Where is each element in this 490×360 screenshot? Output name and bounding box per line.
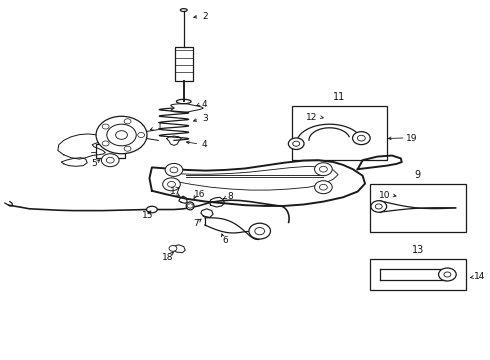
Text: 14: 14 (473, 271, 485, 281)
Bar (96, 144, 125, 158)
Circle shape (124, 119, 131, 124)
Text: 6: 6 (222, 236, 228, 245)
Text: 3: 3 (202, 114, 208, 123)
Text: 2: 2 (202, 12, 208, 21)
Text: 11: 11 (333, 92, 345, 102)
Circle shape (101, 154, 119, 167)
Circle shape (169, 246, 177, 251)
Ellipse shape (147, 206, 157, 213)
Circle shape (187, 204, 193, 208)
Text: 16: 16 (194, 190, 205, 199)
Circle shape (102, 141, 109, 146)
Circle shape (319, 184, 327, 190)
Circle shape (170, 167, 178, 173)
Circle shape (96, 116, 147, 154)
Ellipse shape (180, 9, 187, 12)
Bar (370, 184, 466, 232)
Circle shape (249, 223, 270, 239)
Text: 4: 4 (202, 100, 208, 109)
Text: 17: 17 (170, 187, 181, 196)
Circle shape (124, 146, 131, 151)
Text: 15: 15 (142, 211, 154, 220)
Circle shape (289, 138, 304, 149)
Text: 4: 4 (202, 140, 208, 149)
Bar (175, 47, 193, 81)
Circle shape (168, 181, 175, 187)
Text: 5: 5 (91, 159, 97, 168)
Circle shape (165, 163, 183, 176)
Circle shape (371, 201, 387, 212)
Text: 19: 19 (406, 134, 417, 143)
Text: 12: 12 (306, 113, 318, 122)
Circle shape (319, 166, 327, 172)
Circle shape (315, 181, 332, 194)
Bar (370, 259, 466, 290)
Text: 1: 1 (157, 122, 163, 131)
Ellipse shape (176, 99, 191, 104)
Text: 18: 18 (162, 253, 173, 262)
Circle shape (116, 131, 127, 139)
Ellipse shape (186, 202, 194, 210)
Circle shape (357, 135, 365, 141)
Circle shape (138, 132, 145, 138)
Text: 13: 13 (412, 245, 424, 255)
Circle shape (163, 178, 180, 191)
Circle shape (352, 132, 370, 145)
Circle shape (106, 157, 114, 163)
Circle shape (102, 124, 109, 129)
Text: 9: 9 (415, 170, 421, 180)
Circle shape (375, 204, 382, 209)
Text: 8: 8 (227, 192, 233, 201)
Circle shape (439, 268, 456, 281)
Circle shape (315, 163, 332, 176)
Text: 7: 7 (193, 220, 199, 229)
Circle shape (444, 272, 451, 277)
Text: 10: 10 (379, 191, 391, 199)
Circle shape (255, 228, 265, 235)
Circle shape (107, 124, 136, 146)
Circle shape (293, 141, 300, 146)
Bar (292, 106, 387, 160)
